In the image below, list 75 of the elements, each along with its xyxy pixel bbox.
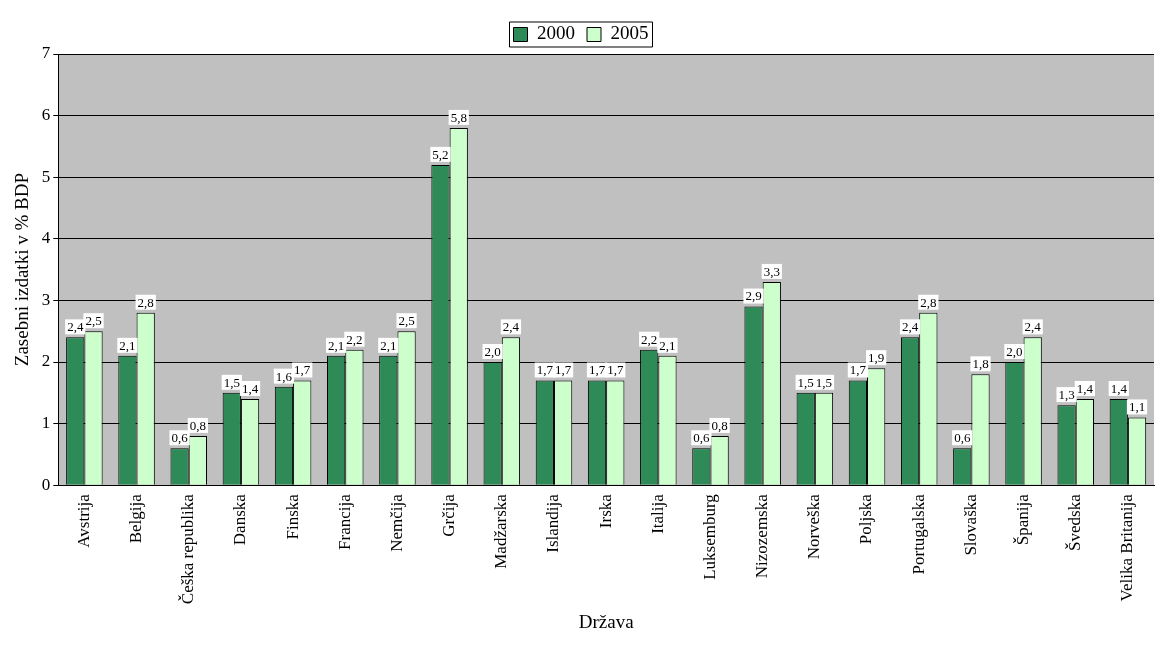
data-label: 2,8 bbox=[137, 294, 154, 310]
data-label: 1,7 bbox=[849, 362, 867, 378]
data-label: 0,6 bbox=[171, 430, 189, 446]
y-axis-title: Zasebni izdatki v % BDP bbox=[11, 173, 33, 367]
x-tick-label: Italija bbox=[647, 493, 667, 534]
data-label: 1,5 bbox=[797, 374, 814, 390]
data-label: 0,8 bbox=[711, 417, 728, 433]
data-label: 2,8 bbox=[920, 294, 937, 310]
x-tick-label: Francija bbox=[334, 493, 354, 550]
data-label: 2,0 bbox=[484, 343, 501, 359]
data-label: 2,4 bbox=[502, 319, 520, 335]
data-label: 2,1 bbox=[119, 337, 136, 353]
x-tick-label: Luksemburg bbox=[699, 493, 719, 580]
x-tick-label: Grčija bbox=[439, 493, 459, 537]
data-label: 2,9 bbox=[745, 288, 762, 304]
data-label: 2,2 bbox=[641, 331, 658, 347]
data-label: 1,1 bbox=[1128, 399, 1146, 415]
data-label: 2,4 bbox=[1024, 319, 1042, 335]
y-tick-label: 6 bbox=[41, 105, 51, 125]
data-label: 5,2 bbox=[432, 146, 449, 162]
x-tick-label: Belgija bbox=[126, 493, 146, 544]
x-tick-label: Nizozemska bbox=[752, 493, 772, 579]
data-label: 2,4 bbox=[67, 319, 84, 335]
x-tick-label: Poljska bbox=[856, 493, 876, 545]
data-label: 1,4 bbox=[1076, 380, 1094, 396]
data-label: 1,4 bbox=[241, 380, 259, 396]
data-label: 2,2 bbox=[346, 331, 363, 347]
data-label: 2,1 bbox=[659, 337, 676, 353]
data-label: 2,5 bbox=[85, 313, 102, 329]
x-tick-label: Velika Britanija bbox=[1117, 493, 1137, 602]
data-label: 2,1 bbox=[328, 337, 345, 353]
x-tick-label: Madžarska bbox=[491, 493, 511, 569]
x-tick-label: Češka republika bbox=[178, 493, 198, 605]
data-label: 1,7 bbox=[607, 362, 624, 378]
x-tick-label: Španija bbox=[1013, 493, 1033, 546]
x-axis-title: Država bbox=[578, 610, 635, 632]
y-tick-label: 7 bbox=[41, 43, 51, 63]
x-tick-label: Danska bbox=[230, 493, 250, 546]
y-tick-label: 1 bbox=[41, 413, 51, 433]
data-label: 1,6 bbox=[275, 368, 293, 384]
data-label: 1,9 bbox=[868, 350, 885, 366]
data-label: 2,5 bbox=[398, 313, 415, 329]
data-label: 0,6 bbox=[693, 430, 710, 446]
x-tick-label: Finska bbox=[282, 493, 302, 540]
data-label: 1,5 bbox=[223, 374, 240, 390]
x-tick-label: Norveška bbox=[804, 493, 824, 560]
x-tick-label: Portugalska bbox=[908, 493, 928, 575]
y-tick-label: 2 bbox=[41, 351, 51, 371]
data-label: 1,7 bbox=[588, 362, 606, 378]
data-label: 1,4 bbox=[1110, 380, 1128, 396]
x-tick-label: Irska bbox=[595, 493, 615, 529]
x-tick-label: Slovaška bbox=[960, 493, 980, 556]
data-label: 2,1 bbox=[380, 337, 397, 353]
y-tick-label: 3 bbox=[41, 289, 51, 309]
legend-label: 2005 bbox=[610, 22, 649, 44]
x-tick-label: Islandija bbox=[543, 493, 563, 553]
data-label: 5,8 bbox=[450, 109, 467, 125]
data-label: 1,7 bbox=[294, 362, 311, 378]
data-label: 0,8 bbox=[189, 417, 206, 433]
data-label: 3,3 bbox=[763, 263, 780, 279]
x-tick-label: Avstrija bbox=[73, 493, 93, 548]
x-tick-label: Švedska bbox=[1065, 493, 1085, 551]
data-label: 2,4 bbox=[901, 319, 919, 335]
y-tick-label: 4 bbox=[41, 228, 51, 248]
data-label: 2,0 bbox=[1006, 343, 1023, 359]
data-label: 1,8 bbox=[972, 356, 989, 372]
y-tick-label: 5 bbox=[41, 166, 51, 186]
x-tick-label: Nemčija bbox=[386, 493, 406, 552]
data-label: 1,5 bbox=[815, 374, 833, 390]
data-label: 1,7 bbox=[536, 362, 554, 378]
data-label: 1,3 bbox=[1058, 387, 1075, 403]
data-label: 0,6 bbox=[954, 430, 971, 446]
y-tick-label: 0 bbox=[41, 474, 51, 494]
legend-label: 2000 bbox=[537, 22, 575, 44]
data-label: 1,7 bbox=[554, 362, 572, 378]
